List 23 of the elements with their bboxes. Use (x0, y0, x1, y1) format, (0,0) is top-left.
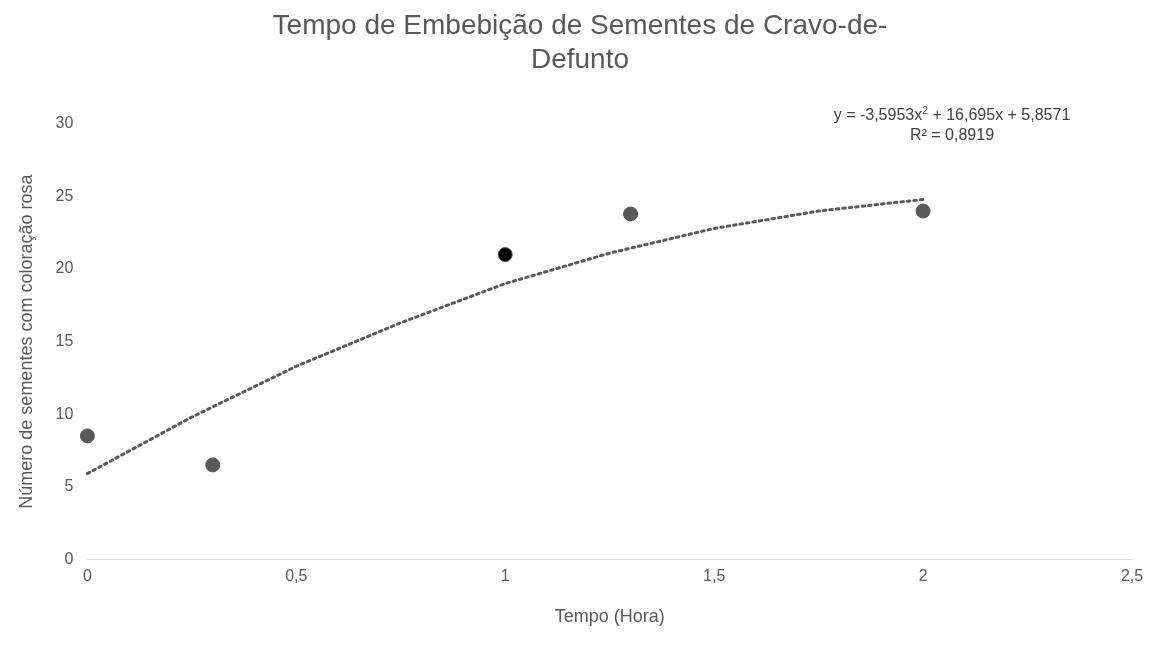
chart-title: Tempo de Embebição de Sementes de Cravo-de-Defunto (271, 8, 889, 76)
x-tick-label: 0,5 (285, 567, 308, 585)
point (79, 428, 95, 444)
y-tick-label: 10 (55, 404, 74, 422)
y-tick-label: 0 (64, 549, 74, 567)
y-tick-label: 5 (64, 477, 74, 495)
y-tick-label: 15 (55, 332, 74, 350)
point (205, 457, 221, 473)
line-series (85, 197, 925, 476)
point (915, 203, 931, 219)
x-axis-title: Tempo (Hora) (554, 606, 665, 627)
y-tick-label: 25 (55, 186, 74, 204)
point (497, 247, 513, 263)
x-tick-label: 1,5 (703, 567, 726, 585)
point (623, 206, 639, 222)
x-tick-label: 1 (500, 567, 510, 585)
y-tick-label: 20 (55, 259, 74, 277)
y-tick-label: 30 (55, 114, 74, 132)
y-axis-title: Número de sementes com coloração rosa (15, 173, 36, 509)
x-tick-label: 2 (918, 567, 928, 585)
annotation: R² = 0,8919 (909, 126, 995, 143)
x-tick-label: 0 (82, 567, 92, 585)
x-tick-label: 2,5 (1120, 567, 1144, 585)
